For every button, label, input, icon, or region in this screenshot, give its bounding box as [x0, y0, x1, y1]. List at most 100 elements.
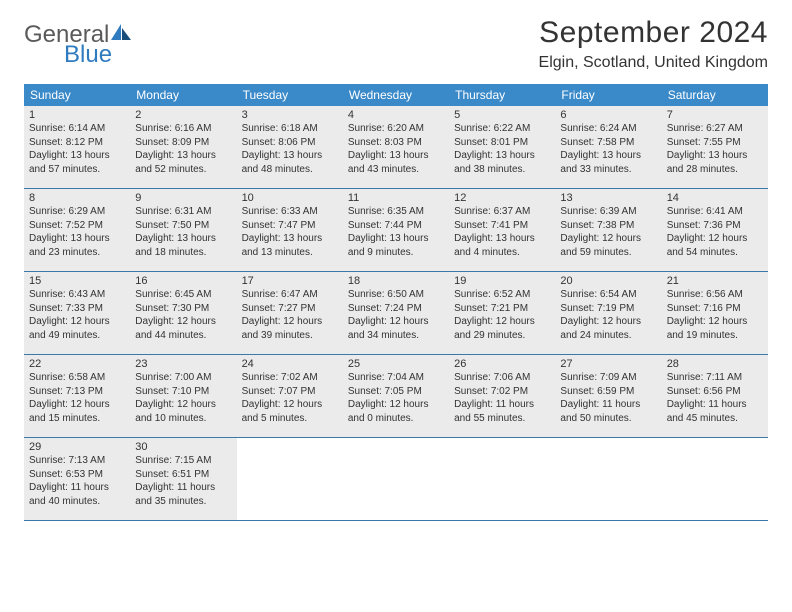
daylight-text: and 28 minutes. — [667, 163, 763, 177]
sunrise-text: Sunrise: 6:35 AM — [348, 205, 444, 219]
daylight-text: Daylight: 13 hours — [560, 149, 656, 163]
day-number: 19 — [454, 275, 550, 287]
logo: General Blue — [24, 16, 133, 67]
daylight-text: and 18 minutes. — [135, 246, 231, 260]
day-cell: 9Sunrise: 6:31 AMSunset: 7:50 PMDaylight… — [130, 189, 236, 271]
sunrise-text: Sunrise: 6:31 AM — [135, 205, 231, 219]
day-number: 7 — [667, 109, 763, 121]
sunrise-text: Sunrise: 6:54 AM — [560, 288, 656, 302]
day-cell: 30Sunrise: 7:15 AMSunset: 6:51 PMDayligh… — [130, 438, 236, 520]
daylight-text: and 59 minutes. — [560, 246, 656, 260]
daylight-text: and 38 minutes. — [454, 163, 550, 177]
daylight-text: and 19 minutes. — [667, 329, 763, 343]
daylight-text: and 44 minutes. — [135, 329, 231, 343]
sunrise-text: Sunrise: 6:24 AM — [560, 122, 656, 136]
daylight-text: and 13 minutes. — [242, 246, 338, 260]
daylight-text: Daylight: 13 hours — [348, 149, 444, 163]
sunset-text: Sunset: 7:58 PM — [560, 136, 656, 150]
day-cell: 6Sunrise: 6:24 AMSunset: 7:58 PMDaylight… — [555, 106, 661, 188]
day-number: 3 — [242, 109, 338, 121]
sunrise-text: Sunrise: 6:33 AM — [242, 205, 338, 219]
sunrise-text: Sunrise: 6:47 AM — [242, 288, 338, 302]
sunset-text: Sunset: 8:01 PM — [454, 136, 550, 150]
day-number: 30 — [135, 441, 231, 453]
sunrise-text: Sunrise: 6:58 AM — [29, 371, 125, 385]
sunrise-text: Sunrise: 6:41 AM — [667, 205, 763, 219]
day-cell: 2Sunrise: 6:16 AMSunset: 8:09 PMDaylight… — [130, 106, 236, 188]
day-number: 16 — [135, 275, 231, 287]
day-cell: 24Sunrise: 7:02 AMSunset: 7:07 PMDayligh… — [237, 355, 343, 437]
sunset-text: Sunset: 7:52 PM — [29, 219, 125, 233]
daylight-text: and 54 minutes. — [667, 246, 763, 260]
daylight-text: and 57 minutes. — [29, 163, 125, 177]
sunset-text: Sunset: 7:30 PM — [135, 302, 231, 316]
calendar: SundayMondayTuesdayWednesdayThursdayFrid… — [24, 84, 768, 521]
sunset-text: Sunset: 8:06 PM — [242, 136, 338, 150]
week-row: 29Sunrise: 7:13 AMSunset: 6:53 PMDayligh… — [24, 438, 768, 521]
sunrise-text: Sunrise: 7:09 AM — [560, 371, 656, 385]
day-number: 17 — [242, 275, 338, 287]
daylight-text: Daylight: 13 hours — [242, 149, 338, 163]
day-number: 13 — [560, 192, 656, 204]
daylight-text: and 0 minutes. — [348, 412, 444, 426]
daylight-text: and 52 minutes. — [135, 163, 231, 177]
page-subtitle: Elgin, Scotland, United Kingdom — [539, 54, 768, 72]
sunset-text: Sunset: 8:09 PM — [135, 136, 231, 150]
sunset-text: Sunset: 6:51 PM — [135, 468, 231, 482]
daylight-text: and 9 minutes. — [348, 246, 444, 260]
sunset-text: Sunset: 8:12 PM — [29, 136, 125, 150]
empty-cell — [237, 438, 343, 520]
daylight-text: Daylight: 13 hours — [29, 232, 125, 246]
day-number: 28 — [667, 358, 763, 370]
sunrise-text: Sunrise: 7:11 AM — [667, 371, 763, 385]
sunrise-text: Sunrise: 6:27 AM — [667, 122, 763, 136]
day-cell: 7Sunrise: 6:27 AMSunset: 7:55 PMDaylight… — [662, 106, 768, 188]
day-cell: 19Sunrise: 6:52 AMSunset: 7:21 PMDayligh… — [449, 272, 555, 354]
day-cell: 26Sunrise: 7:06 AMSunset: 7:02 PMDayligh… — [449, 355, 555, 437]
sunset-text: Sunset: 7:10 PM — [135, 385, 231, 399]
daylight-text: and 40 minutes. — [29, 495, 125, 509]
sunset-text: Sunset: 8:03 PM — [348, 136, 444, 150]
sunrise-text: Sunrise: 7:15 AM — [135, 454, 231, 468]
day-number: 22 — [29, 358, 125, 370]
daylight-text: and 29 minutes. — [454, 329, 550, 343]
header: General Blue September 2024 Elgin, Scotl… — [24, 16, 768, 72]
sunset-text: Sunset: 7:07 PM — [242, 385, 338, 399]
daylight-text: and 55 minutes. — [454, 412, 550, 426]
week-row: 22Sunrise: 6:58 AMSunset: 7:13 PM Dayligh… — [24, 355, 768, 438]
daylight-text: and 24 minutes. — [560, 329, 656, 343]
empty-cell — [343, 438, 449, 520]
sunrise-text: Sunrise: 6:29 AM — [29, 205, 125, 219]
daylight-text: Daylight: 12 hours — [454, 315, 550, 329]
day-cell: 29Sunrise: 7:13 AMSunset: 6:53 PMDayligh… — [24, 438, 130, 520]
day-header: Wednesday — [343, 84, 449, 106]
sunset-text: Sunset: 7:24 PM — [348, 302, 444, 316]
day-number: 10 — [242, 192, 338, 204]
day-number: 21 — [667, 275, 763, 287]
daylight-text: Daylight: 11 hours — [667, 398, 763, 412]
daylight-text: Daylight: 12 hours — [667, 315, 763, 329]
sunset-text: Sunset: 7:38 PM — [560, 219, 656, 233]
day-number: 14 — [667, 192, 763, 204]
daylight-text: Daylight: 13 hours — [135, 232, 231, 246]
sunrise-text: Sunrise: 6:39 AM — [560, 205, 656, 219]
day-header: Tuesday — [237, 84, 343, 106]
daylight-text: Daylight: 11 hours — [135, 481, 231, 495]
daylight-text: Daylight: 12 hours — [348, 398, 444, 412]
sunset-text: Sunset: 7:44 PM — [348, 219, 444, 233]
sunrise-text: Sunrise: 6:16 AM — [135, 122, 231, 136]
day-cell: 21Sunrise: 6:56 AMSunset: 7:16 PMDayligh… — [662, 272, 768, 354]
daylight-text: Daylight: 12 hours — [667, 232, 763, 246]
daylight-text: and 43 minutes. — [348, 163, 444, 177]
day-header: Monday — [130, 84, 236, 106]
day-headers-row: SundayMondayTuesdayWednesdayThursdayFrid… — [24, 84, 768, 106]
day-number: 1 — [29, 109, 125, 121]
day-number: 9 — [135, 192, 231, 204]
day-number: 20 — [560, 275, 656, 287]
sunrise-text: Sunrise: 6:56 AM — [667, 288, 763, 302]
day-header: Saturday — [662, 84, 768, 106]
daylight-text: Daylight: 11 hours — [454, 398, 550, 412]
day-number: 6 — [560, 109, 656, 121]
sunset-text: Sunset: 7:13 PM — [29, 385, 125, 399]
day-cell: 14Sunrise: 6:41 AMSunset: 7:36 PMDayligh… — [662, 189, 768, 271]
